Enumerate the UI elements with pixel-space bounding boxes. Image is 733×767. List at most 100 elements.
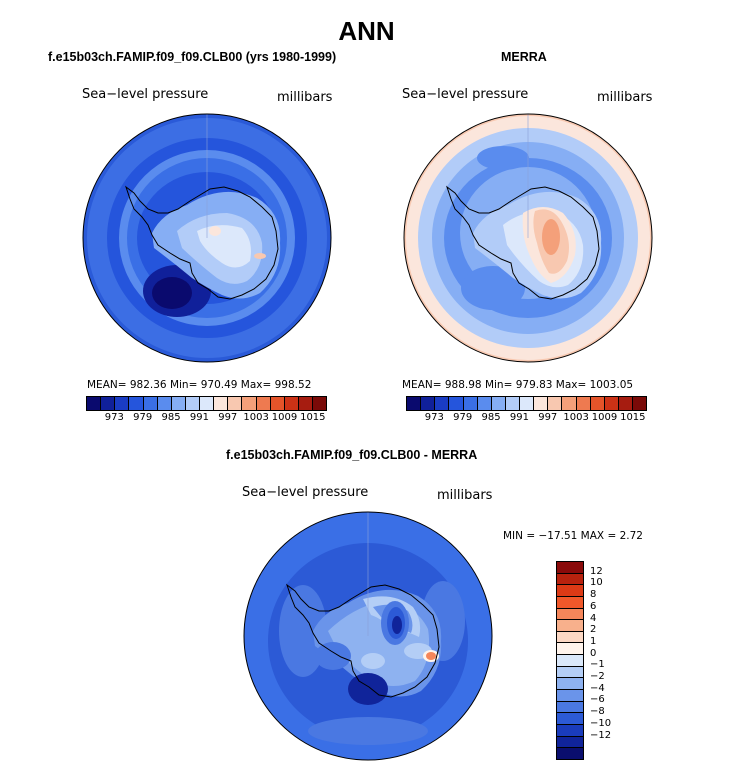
- model-colorbar-tick-label: 991: [189, 412, 209, 423]
- model-units-label: millibars: [277, 90, 333, 105]
- obs-colorbar-swatch: [463, 397, 478, 410]
- obs-colorbar-tick-label: 991: [509, 412, 529, 423]
- diff-colorbar: [556, 561, 584, 760]
- diff-colorbar-swatch: [557, 620, 583, 632]
- obs-colorbar-swatch: [477, 397, 492, 410]
- obs-colorbar-swatch: [633, 397, 647, 410]
- diff-colorbar-swatch: [557, 736, 583, 749]
- diff-colorbar-tick-label: −4: [590, 682, 605, 694]
- model-colorbar-swatch: [284, 397, 299, 410]
- diff-colorbar-tick-label: −12: [590, 729, 612, 741]
- diff-colorbar-tick-label: −1: [590, 659, 605, 671]
- obs-variable-label: Sea−level pressure: [402, 87, 529, 102]
- model-colorbar-swatch: [313, 397, 327, 410]
- obs-colorbar-tick-label: 1003: [563, 412, 589, 423]
- model-colorbar-swatch: [87, 397, 102, 410]
- diff-colorbar-swatch: [557, 573, 583, 586]
- diff-minmax: MIN = −17.51 MAX = 2.72: [503, 530, 643, 542]
- model-colorbar-tick-label: 973: [104, 412, 124, 423]
- diff-colorbar-tick-label: 1: [590, 635, 597, 647]
- diff-panel-title: f.e15b03ch.FAMIP.f09_f09.CLB00 - MERRA: [226, 448, 478, 462]
- diff-colorbar-tick-label: −2: [590, 671, 605, 683]
- diff-colorbar-swatch: [557, 608, 583, 621]
- diff-colorbar-tick-label: 12: [590, 565, 603, 577]
- model-stats: MEAN= 982.36 Min= 970.49 Max= 998.52: [87, 379, 312, 391]
- model-colorbar-swatch: [256, 397, 271, 410]
- obs-colorbar-tick-label: 985: [481, 412, 501, 423]
- diff-colorbar-swatch: [557, 713, 583, 725]
- diff-polar-map: [243, 511, 493, 761]
- model-colorbar-swatch: [115, 397, 130, 410]
- diff-colorbar-swatch: [557, 655, 583, 667]
- obs-colorbar-swatch: [449, 397, 464, 410]
- diff-colorbar-swatch: [557, 585, 583, 597]
- diff-colorbar-tick-label: −8: [590, 706, 605, 718]
- obs-colorbar: [406, 396, 647, 411]
- model-colorbar-tick-label: 979: [133, 412, 153, 423]
- model-colorbar-swatch: [157, 397, 172, 410]
- diff-colorbar-swatch: [557, 631, 583, 644]
- diff-colorbar-tick-label: 10: [590, 577, 603, 589]
- diff-colorbar-swatch: [557, 643, 583, 656]
- diff-colorbar-swatch: [557, 666, 583, 679]
- diff-colorbar-tick-label: 0: [590, 647, 597, 659]
- obs-polar-map: [403, 113, 653, 363]
- model-panel-title: f.e15b03ch.FAMIP.f09_f09.CLB00 (yrs 1980…: [48, 50, 337, 64]
- model-colorbar-swatch: [185, 397, 200, 410]
- diff-colorbar-tick-label: 6: [590, 600, 597, 612]
- diff-colorbar-swatch: [557, 748, 583, 759]
- diff-colorbar-swatch: [557, 678, 583, 691]
- obs-colorbar-swatch: [534, 397, 549, 410]
- model-polar-map: [82, 113, 332, 363]
- model-variable-label: Sea−level pressure: [82, 87, 209, 102]
- diff-colorbar-swatch: [557, 596, 583, 609]
- obs-colorbar-swatch: [491, 397, 506, 410]
- obs-panel-title: MERRA: [501, 50, 547, 64]
- obs-colorbar-tick-label: 1009: [591, 412, 618, 423]
- model-colorbar-swatch: [214, 397, 229, 410]
- obs-colorbar-swatch: [505, 397, 520, 410]
- model-colorbar-swatch: [129, 397, 144, 410]
- obs-units-label: millibars: [597, 90, 653, 105]
- obs-colorbar-swatch: [618, 397, 633, 410]
- model-colorbar-ticks: 973 979 985 991 997 1003 1009 1015: [86, 412, 327, 426]
- obs-colorbar-swatch: [548, 397, 563, 410]
- model-colorbar-swatch: [228, 397, 243, 410]
- model-colorbar-swatch: [270, 397, 285, 410]
- obs-colorbar-swatch: [562, 397, 577, 410]
- obs-colorbar-tick-label: 973: [424, 412, 444, 423]
- diff-colorbar-tick-label: −10: [590, 717, 612, 729]
- model-colorbar-swatch: [298, 397, 313, 410]
- obs-colorbar-swatch: [407, 397, 422, 410]
- model-colorbar-tick-label: 1015: [300, 412, 326, 423]
- diff-variable-label: Sea−level pressure: [242, 485, 369, 500]
- model-colorbar-tick-label: 1003: [243, 412, 269, 423]
- model-colorbar-swatch: [200, 397, 215, 410]
- model-colorbar-tick-label: 997: [218, 412, 238, 423]
- page-title: ANN: [338, 16, 395, 46]
- model-colorbar-tick-label: 1009: [271, 412, 298, 423]
- obs-stats: MEAN= 988.98 Min= 979.83 Max= 1003.05: [402, 379, 634, 391]
- model-colorbar-swatch: [101, 397, 116, 410]
- obs-colorbar-swatch: [421, 397, 436, 410]
- model-colorbar-swatch: [242, 397, 257, 410]
- diff-colorbar-tick-label: 4: [590, 612, 597, 624]
- obs-colorbar-swatch: [576, 397, 591, 410]
- diff-colorbar-swatch: [557, 701, 583, 714]
- diff-colorbar-swatch: [557, 562, 583, 574]
- diff-units-label: millibars: [437, 488, 493, 503]
- diff-colorbar-swatch: [557, 724, 583, 737]
- model-colorbar-swatch: [143, 397, 158, 410]
- obs-colorbar-swatch: [590, 397, 605, 410]
- diff-colorbar-tick-label: 8: [590, 589, 597, 601]
- obs-colorbar-tick-label: 1015: [620, 412, 646, 423]
- obs-colorbar-tick-label: 979: [453, 412, 473, 423]
- model-colorbar: [86, 396, 327, 411]
- diff-colorbar-tick-label: 2: [590, 624, 597, 636]
- model-colorbar-swatch: [171, 397, 186, 410]
- obs-colorbar-tick-label: 997: [538, 412, 558, 423]
- model-colorbar-tick-label: 985: [161, 412, 181, 423]
- diff-colorbar-swatch: [557, 690, 583, 702]
- obs-colorbar-ticks: 973 979 985 991 997 1003 1009 1015: [406, 412, 647, 426]
- diff-colorbar-tick-label: −6: [590, 694, 605, 706]
